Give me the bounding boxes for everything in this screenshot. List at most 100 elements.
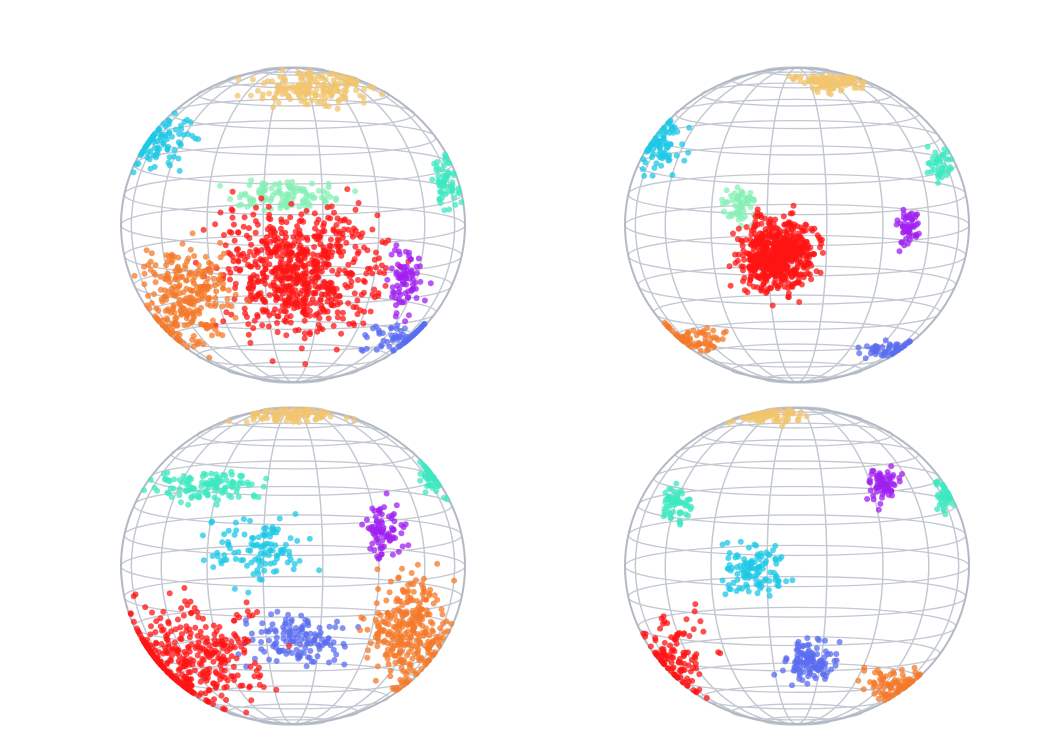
cluster-point — [331, 209, 337, 216]
cluster-point — [312, 225, 318, 232]
cluster-point — [177, 140, 184, 147]
cluster-point — [733, 588, 740, 594]
cluster-point — [399, 543, 406, 550]
cluster-point — [409, 655, 416, 662]
cluster-point — [771, 264, 778, 271]
cluster-point — [271, 559, 278, 566]
cluster-point — [300, 263, 307, 270]
cluster-point — [224, 677, 231, 684]
cluster-point — [452, 201, 459, 208]
cluster-point — [233, 611, 240, 618]
cluster-point — [224, 648, 231, 655]
cluster-point — [220, 232, 227, 238]
cluster-point — [701, 340, 708, 347]
cluster-point — [238, 557, 245, 564]
cluster-point — [912, 214, 919, 221]
cluster-point — [384, 655, 391, 662]
cluster-point — [763, 258, 770, 265]
cluster-point — [938, 494, 945, 501]
cluster-point — [216, 624, 223, 630]
cluster-point — [641, 172, 648, 179]
cluster-point — [258, 639, 265, 645]
cluster-point — [276, 185, 283, 192]
cluster-point — [299, 309, 306, 316]
cluster-point — [434, 159, 441, 165]
cluster-point — [939, 502, 946, 509]
cluster-point — [913, 221, 920, 228]
cluster-point — [275, 99, 282, 106]
cluster-point — [278, 230, 285, 237]
cluster-point — [446, 206, 453, 213]
cluster-point — [409, 332, 416, 339]
cluster-point — [374, 663, 381, 670]
cluster-point — [642, 633, 649, 640]
cluster-point — [794, 416, 801, 423]
cluster-point — [414, 561, 421, 568]
cluster-point — [885, 477, 892, 484]
cluster-point — [398, 341, 405, 348]
cluster-point — [447, 183, 454, 190]
cluster-point — [303, 208, 310, 214]
cluster-point — [287, 535, 294, 542]
cluster-point — [274, 608, 281, 615]
cluster-point — [448, 620, 455, 627]
cluster-point — [245, 547, 252, 554]
cluster-point — [401, 280, 408, 287]
cluster-point — [418, 581, 425, 587]
cluster-point — [220, 318, 227, 325]
cluster-point — [172, 315, 179, 322]
cluster-point — [779, 667, 786, 674]
cluster-point — [290, 566, 297, 573]
cluster-point — [265, 323, 272, 330]
cluster-point — [670, 509, 677, 515]
cluster-point — [751, 267, 758, 274]
cluster-point — [367, 265, 374, 272]
cluster-point — [860, 78, 867, 85]
cluster-point — [241, 639, 248, 646]
cluster-point — [298, 211, 305, 218]
cluster-point — [369, 270, 376, 277]
cluster-point — [689, 677, 696, 684]
cluster-point — [312, 300, 319, 307]
cluster-point — [257, 190, 264, 197]
cluster-point — [790, 409, 796, 416]
cluster-point — [406, 649, 412, 656]
cluster-point — [276, 286, 283, 293]
cluster-point — [904, 240, 911, 247]
cluster-point — [199, 655, 206, 662]
cluster-point — [792, 667, 799, 674]
cluster-point — [410, 588, 417, 595]
cluster-point — [259, 322, 266, 329]
cluster-point — [407, 594, 414, 601]
cluster-point — [341, 87, 347, 94]
cluster-point — [305, 280, 311, 287]
cluster-point — [389, 337, 396, 344]
cluster-point — [874, 343, 881, 350]
cluster-point — [373, 346, 380, 353]
cluster-point — [334, 314, 341, 321]
cluster-point — [790, 202, 797, 209]
cluster-point — [915, 230, 922, 237]
cluster-point — [683, 616, 690, 623]
cluster-point — [378, 529, 385, 536]
cluster-point — [141, 487, 147, 494]
cluster-point — [190, 309, 197, 316]
cluster-point — [147, 165, 154, 172]
cluster-point — [157, 273, 164, 280]
cluster-point — [267, 216, 274, 223]
cluster-point — [402, 318, 409, 325]
cluster-point — [195, 136, 202, 143]
cluster — [130, 110, 202, 176]
cluster-point — [328, 83, 335, 90]
cluster-point — [192, 645, 199, 651]
cluster-point — [311, 210, 318, 217]
cluster-point — [799, 244, 806, 250]
cluster-point — [212, 282, 218, 289]
cluster-point — [287, 85, 294, 92]
cluster-point — [444, 188, 451, 195]
cluster-point — [639, 166, 646, 172]
cluster-point — [187, 286, 193, 293]
cluster-point — [794, 240, 801, 247]
cluster-point — [264, 415, 271, 422]
cluster-point — [217, 271, 224, 278]
